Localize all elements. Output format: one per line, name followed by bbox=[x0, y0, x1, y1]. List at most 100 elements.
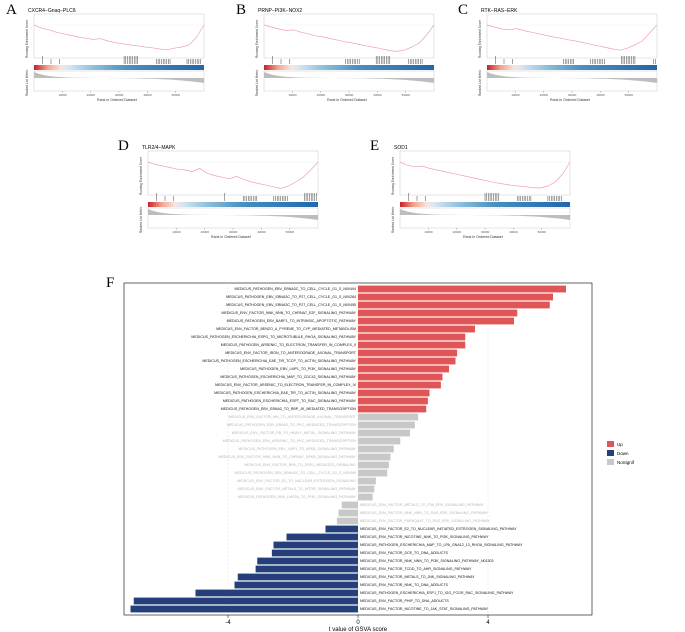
bar-25 bbox=[358, 485, 375, 493]
gsea-svg bbox=[263, 13, 435, 93]
rank-color-strip bbox=[264, 65, 434, 70]
bar-label-22: MEDICUS_ENV_FACTOR_BPA_TO_ESR1_MEDIATED_… bbox=[244, 463, 356, 467]
bar-label-20: MEDICUS_PATHOGEN_EBV_LMP1_TO_NFKB_SIGNAL… bbox=[238, 447, 356, 451]
gsea-title: TLR2/4−MAPK bbox=[142, 145, 176, 151]
gsea-plot-a: CXCR4−Gnaq−PLCß Running Enrichment Score R… bbox=[25, 8, 206, 104]
x-tick-label: 20000 bbox=[539, 93, 548, 97]
bar-35 bbox=[255, 565, 358, 573]
gsea-svg bbox=[486, 13, 658, 93]
bar-label-0: MEDICUS_PATHOGEN_EBV_EBNA3C_TO_CELL_CYCL… bbox=[235, 287, 356, 291]
bar-label-25: MEDICUS_ENV_FACTOR_METALS_TO_MTOR_SIGNAL… bbox=[238, 487, 357, 491]
bar-15 bbox=[358, 405, 427, 413]
bar-label-16: MEDICUS_ENV_FACTOR_MN_TO_ANTEROGRADE_AXO… bbox=[229, 415, 357, 419]
panel-letter-d: D bbox=[118, 138, 129, 154]
gsea-title: PRNP−PI3K−NOX2 bbox=[258, 8, 303, 14]
es-frame bbox=[399, 150, 571, 196]
x-tick-label: 30000 bbox=[115, 93, 124, 97]
gsea-title: SOD1 bbox=[394, 145, 408, 151]
bar-29 bbox=[336, 517, 358, 525]
bar-20 bbox=[358, 445, 394, 453]
metric-frame bbox=[33, 70, 205, 92]
x-tick-label: 20000 bbox=[200, 230, 209, 234]
x-tick-label: 30000 bbox=[568, 93, 577, 97]
legend-label-up: Up bbox=[617, 442, 623, 447]
bar-24 bbox=[358, 477, 376, 485]
bar-28 bbox=[338, 509, 358, 517]
legend-swatch-down bbox=[607, 450, 614, 456]
x-tick-label: 40000 bbox=[509, 230, 518, 234]
legend-swatch-nosignif bbox=[607, 459, 614, 465]
bar-label-36: MEDICUS_ENV_FACTOR_METALS_TO_JNK_SIGNALI… bbox=[360, 575, 475, 579]
bar-label-14: MEDICUS_PATHOGEN_ESCHERICHIA_ESPT_TO_RAC… bbox=[223, 399, 357, 403]
x-tick-label: 20000 bbox=[452, 230, 461, 234]
bar-17 bbox=[358, 421, 415, 429]
bar-label-8: MEDICUS_ENV_FACTOR_IRON_TO_ANTEROGRADE_A… bbox=[225, 351, 357, 355]
bar-label-19: MEDICUS_PATHOGEN_EBV_ARSENIC_TO_PKC_MEDI… bbox=[223, 439, 357, 443]
bar-label-31: MEDICUS_ENV_FACTOR_NICOTINE_NNK_TO_PI3K_… bbox=[360, 535, 489, 539]
x-tick-label: 50000 bbox=[537, 230, 546, 234]
bar-label-33: MEDICUS_ENV_FACTOR_DCE_TO_DNA_ADDUCTS bbox=[360, 551, 449, 555]
running-es-line bbox=[147, 161, 319, 189]
gsea-title: RTK−RAS−ERK bbox=[481, 8, 518, 14]
bar-34 bbox=[257, 557, 358, 565]
bar-37 bbox=[234, 581, 358, 589]
bar-18 bbox=[358, 429, 410, 437]
bar-label-24: MEDICUS_ENV_FACTOR_E2_TO_NUCLEAR_ESTROGE… bbox=[237, 479, 356, 483]
bar-14 bbox=[358, 397, 428, 405]
bar-label-30: MEDICUS_ENV_FACTOR_E2_TO_NUCLEAR_INITIAT… bbox=[360, 527, 517, 531]
rank-color-strip bbox=[34, 65, 204, 70]
bar-12 bbox=[358, 381, 441, 389]
bar-13 bbox=[358, 389, 430, 397]
ranked-metric-area bbox=[400, 209, 570, 220]
bar-0 bbox=[358, 285, 566, 293]
bar-label-17: MEDICUS_PATHOGEN_EBV_EBNA3_TO_PKC_MEDIAT… bbox=[227, 423, 357, 427]
x-axis-title: t value of GSVA score bbox=[329, 627, 388, 632]
legend-label-nosignif: NoSignif bbox=[617, 460, 635, 465]
ranked-metric-area bbox=[264, 72, 434, 83]
bar-3 bbox=[358, 309, 518, 317]
bar-36 bbox=[237, 573, 358, 581]
metric-frame bbox=[147, 207, 319, 229]
bar-40 bbox=[130, 605, 358, 613]
bar-6 bbox=[358, 333, 466, 341]
x-tick-label: 10000 bbox=[424, 230, 433, 234]
gsea-plot-c: RTK−RAS−ERK Running Enrichment Score Ranke… bbox=[478, 8, 659, 104]
bar-31 bbox=[286, 533, 358, 541]
ranked-metric-area bbox=[487, 72, 657, 83]
bar-label-7: MEDICUS_PATHOGEN_ARSENIC_TO_ELECTRON_TRA… bbox=[221, 343, 356, 347]
bar-label-4: MEDICUS_PATHOGEN_EBV_BARF1_TO_INTRINSIC_… bbox=[227, 319, 357, 323]
bar-2 bbox=[358, 301, 550, 309]
running-es-line bbox=[486, 24, 658, 51]
panel-letter-c: C bbox=[458, 2, 469, 18]
bar-22 bbox=[358, 461, 389, 469]
metric-frame bbox=[486, 70, 658, 92]
running-es-line bbox=[399, 161, 571, 189]
bar-label-34: MEDICUS_ENV_FACTOR_NNK_NNN_TO_PI3K_SIGNA… bbox=[360, 559, 494, 563]
x-tick-label: 0 bbox=[356, 620, 360, 626]
bar-label-26: MEDICUS_PATHOGEN_EBV_LMP2A_TO_PI3K_SIGNA… bbox=[238, 495, 357, 499]
panel-letter-a: A bbox=[6, 2, 17, 18]
rank-color-strip bbox=[487, 65, 657, 70]
panel-letter-e: E bbox=[370, 138, 380, 154]
es-frame bbox=[33, 13, 205, 59]
panel-letter-f: F bbox=[106, 275, 115, 291]
running-es-line bbox=[263, 24, 435, 52]
bar-32 bbox=[273, 541, 358, 549]
es-frame bbox=[486, 13, 658, 59]
x-tick-label: 40000 bbox=[373, 93, 382, 97]
gsea-plot-d: TLR2/4−MAPK Running Enrichment Score Ranke… bbox=[139, 145, 320, 241]
bar-1 bbox=[358, 293, 553, 301]
bar-23 bbox=[358, 469, 388, 477]
metric-frame bbox=[399, 207, 571, 229]
bar-label-11: MEDICUS_PATHOGEN_ESCHERICHIA_MAP_TO_CDC4… bbox=[220, 375, 356, 379]
x-tick-label: 10000 bbox=[511, 93, 520, 97]
bar-10 bbox=[358, 365, 449, 373]
bar-11 bbox=[358, 373, 443, 381]
bar-label-15: MEDICUS_PATHOGEN_EBV_EBNA2_TO_RBP_JK_MED… bbox=[221, 407, 357, 411]
bar-label-37: MEDICUS_ENV_FACTOR_NNK_TO_DNA_ADDUCTS bbox=[360, 583, 449, 587]
bar-label-10: MEDICUS_PATHOGEN_EBV_LMP1_TO_PI3K_SIGNAL… bbox=[240, 367, 357, 371]
x-tick-label: -4 bbox=[225, 620, 231, 626]
bar-9 bbox=[358, 357, 456, 365]
rank-color-strip bbox=[400, 202, 570, 207]
gsea-plot-e: SOD1 Running Enrichment Score Ranked List … bbox=[391, 145, 572, 241]
